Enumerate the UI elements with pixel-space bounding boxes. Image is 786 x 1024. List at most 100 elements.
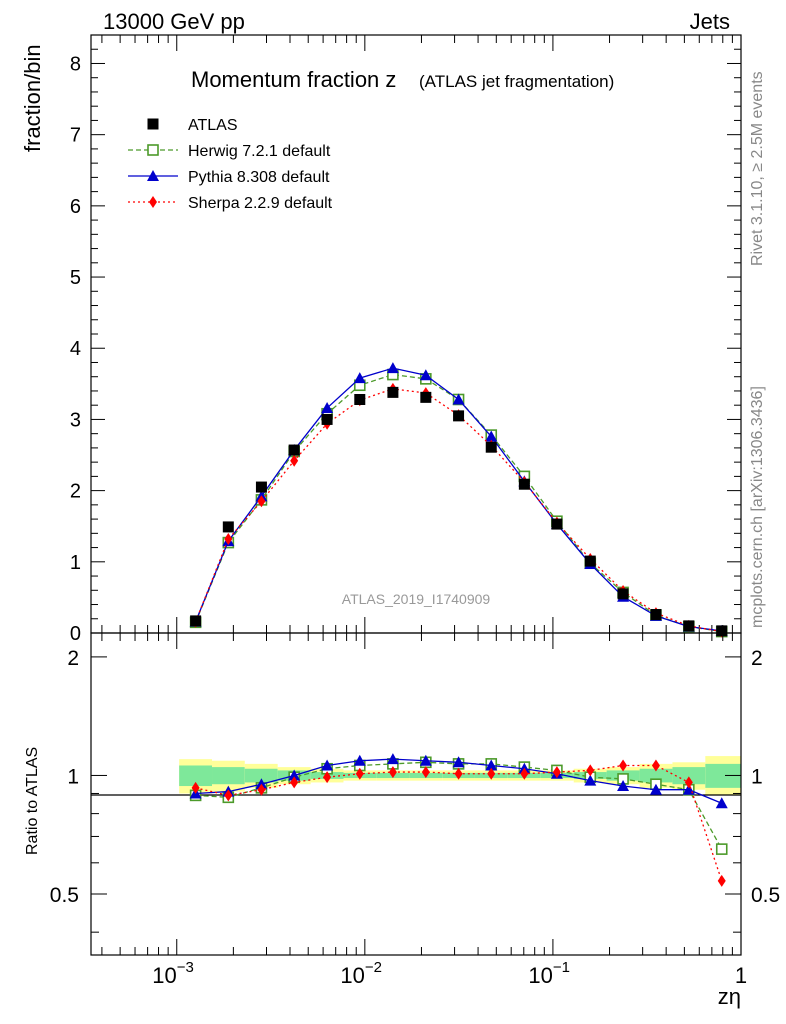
- ratio-point-sherpa-2-2-9-default: [586, 764, 595, 777]
- data-point-sherpa-2-2-9-default: [290, 454, 299, 467]
- data-point-atlas: [683, 620, 695, 632]
- ratio-point-pythia-8-308-default: [649, 783, 662, 795]
- ratio-point-sherpa-2-2-9-default: [619, 759, 628, 772]
- main-series-group: [189, 362, 728, 638]
- ratio-point-sherpa-2-2-9-default: [224, 789, 233, 802]
- main-plot-panel: Momentum fraction z (ATLAS jet fragmenta…: [20, 34, 742, 645]
- y-tick-label: 0: [70, 623, 81, 645]
- ratio-point-sherpa-2-2-9-default: [421, 766, 430, 779]
- data-point-pythia-8-308-default: [419, 369, 432, 381]
- data-point-atlas: [650, 608, 662, 620]
- y-tick-label: 4: [70, 338, 81, 360]
- y-tick-label: 8: [70, 53, 81, 75]
- ratio-point-sherpa-2-2-9-default: [355, 767, 364, 780]
- data-point-atlas: [321, 413, 333, 425]
- ratio-point-pythia-8-308-default: [715, 797, 728, 809]
- legend-marker-herwig-7-2-1-default: [147, 144, 159, 156]
- data-point-atlas: [288, 444, 300, 456]
- ratio-y-tick-label: 1: [67, 765, 79, 788]
- ratio-stat-unc-band: [212, 767, 245, 785]
- ratio-point-pythia-8-308-default: [353, 754, 366, 766]
- x-tick-label: 10: [340, 963, 364, 988]
- x-tick-label: 1: [735, 963, 747, 988]
- data-point-atlas: [190, 615, 202, 627]
- data-point-atlas: [518, 478, 530, 490]
- ratio-point-sherpa-2-2-9-default: [651, 759, 660, 772]
- ratio-plot-panel: Ratio to ATLAS 0.5 0.51 12 2 10 −3 10 −2 10 −1 1 …: [24, 632, 780, 1009]
- y-tick-label: 3: [70, 409, 81, 431]
- ratio-point-sherpa-2-2-9-default: [552, 766, 561, 779]
- watermark-label: ATLAS_2019_I1740909: [342, 591, 491, 607]
- ratio-point-pythia-8-308-default: [617, 780, 630, 792]
- ratio-y-tick-label: 0.5: [50, 884, 79, 907]
- ratio-stat-unc-band: [672, 767, 706, 785]
- data-point-pythia-8-308-default: [386, 362, 399, 374]
- main-y-ticks: 0 1 2 3 4 5 6 7 8: [70, 34, 741, 645]
- legend-marker-sherpa-2-2-9-default: [149, 196, 157, 208]
- mcplots-label: mcplots.cern.ch [arXiv:1306.3436]: [749, 386, 766, 628]
- data-point-pythia-8-308-default: [452, 393, 465, 405]
- ratio-point-sherpa-2-2-9-default: [454, 767, 463, 780]
- legend-label-pythia-8-308-default: Pythia 8.308 default: [188, 169, 330, 186]
- data-point-atlas: [354, 393, 366, 405]
- ratio-series-group: [189, 753, 728, 887]
- ratio-point-pythia-8-308-default: [584, 774, 597, 786]
- legend-item-herwig-7-2-1-default: Herwig 7.2.1 default: [128, 143, 331, 160]
- x-tick-label-exponent: −2: [365, 959, 382, 976]
- data-point-atlas: [584, 555, 596, 567]
- ratio-point-sherpa-2-2-9-default: [717, 874, 726, 887]
- ratio-point-pythia-8-308-default: [386, 753, 399, 765]
- ratio-y-ticks: 0.5 0.5 1 1 2 2: [50, 647, 780, 933]
- ratio-point-sherpa-2-2-9-default: [388, 766, 397, 779]
- ratio-x-ticks: [101, 633, 742, 955]
- data-point-atlas: [485, 441, 497, 453]
- data-point-pythia-8-308-default: [321, 402, 334, 414]
- y-tick-label: 7: [70, 125, 81, 147]
- legend-label-herwig-7-2-1-default: Herwig 7.2.1 default: [188, 143, 331, 160]
- y-tick-label: 6: [70, 196, 81, 218]
- ratio-y-tick-label-right: 1: [751, 765, 763, 788]
- ratio-y-tick-label-right: 2: [751, 647, 763, 670]
- header-jets-label: Jets: [690, 9, 730, 34]
- ratio-point-herwig-7-2-1-default: [715, 843, 728, 855]
- ratio-point-sherpa-2-2-9-default: [323, 771, 332, 784]
- ratio-point-sherpa-2-2-9-default: [257, 783, 266, 796]
- y-axis-label: fraction/bin: [20, 44, 45, 152]
- main-plot-title: Momentum fraction z: [191, 67, 396, 92]
- x-tick-label: 10: [152, 963, 176, 988]
- x-tick-label: 10: [528, 963, 552, 988]
- main-plot-title-suffix: (ATLAS jet fragmentation): [419, 72, 614, 91]
- legend: ATLAS Herwig 7.2.1 default Pythia 8.308 de…: [128, 117, 333, 212]
- legend-marker-atlas: [147, 118, 159, 130]
- x-tick-label-exponent: −1: [553, 959, 570, 976]
- ratio-point-sherpa-2-2-9-default: [487, 767, 496, 780]
- y-tick-label: 1: [70, 552, 81, 574]
- ratio-point-pythia-8-308-default: [321, 759, 334, 771]
- header-energy-label: 13000 GeV pp: [103, 9, 245, 34]
- data-point-pythia-8-308-default: [485, 430, 498, 442]
- y-tick-label: 5: [70, 267, 81, 289]
- data-point-sherpa-2-2-9-default: [257, 495, 266, 508]
- ratio-point-pythia-8-308-default: [452, 756, 465, 768]
- data-point-pythia-8-308-default: [353, 372, 366, 384]
- ratio-point-sherpa-2-2-9-default: [684, 776, 693, 789]
- legend-marker-pythia-8-308-default: [147, 170, 159, 181]
- data-point-atlas: [420, 391, 432, 403]
- ratio-point-sherpa-2-2-9-default: [290, 776, 299, 789]
- rivet-version-label: Rivet 3.1.10, ≥ 2.5M events: [749, 71, 766, 266]
- legend-item-pythia-8-308-default: Pythia 8.308 default: [128, 169, 330, 186]
- ratio-point-sherpa-2-2-9-default: [191, 781, 200, 794]
- ratio-stat-unc-band: [179, 765, 213, 787]
- data-point-sherpa-2-2-9-default: [224, 533, 233, 546]
- ratio-y-tick-label: 2: [67, 647, 79, 670]
- ratio-point-pythia-8-308-default: [419, 754, 432, 766]
- data-point-atlas: [453, 410, 465, 422]
- ratio-point-sherpa-2-2-9-default: [520, 767, 529, 780]
- x-tick-label-exponent: −3: [177, 959, 194, 976]
- x-axis-label: zη: [718, 984, 741, 1009]
- data-point-atlas: [387, 386, 399, 398]
- legend-label-sherpa-2-2-9-default: Sherpa 2.2.9 default: [188, 195, 333, 212]
- ratio-point-pythia-8-308-default: [288, 769, 301, 781]
- ratio-y-axis-label: Ratio to ATLAS: [24, 747, 41, 855]
